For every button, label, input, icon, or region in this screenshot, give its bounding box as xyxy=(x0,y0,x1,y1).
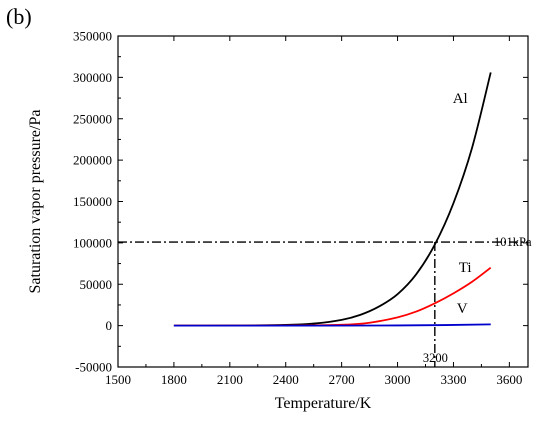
x-axis-title: Temperature/K xyxy=(275,395,372,412)
series-line-al xyxy=(173,72,492,327)
y-axis-title: Saturation vapor pressure/Pa xyxy=(27,110,44,294)
panel-label: (b) xyxy=(6,4,32,29)
x-tick-label: 1500 xyxy=(105,372,131,387)
x-tick-label: 2700 xyxy=(329,372,355,387)
reference-label-3200: 3200 xyxy=(423,351,448,365)
x-tick-label: 3600 xyxy=(496,372,522,387)
series-label-v: V xyxy=(457,301,468,317)
y-tick-label: 150000 xyxy=(73,194,112,209)
y-tick-label: 100000 xyxy=(73,235,112,250)
series-line-v xyxy=(173,323,491,327)
series-line-ti xyxy=(173,266,492,327)
y-tick-label: 0 xyxy=(106,318,113,333)
x-tick-label: 2400 xyxy=(273,372,299,387)
plot-frame xyxy=(117,35,529,368)
x-tick-label: 3000 xyxy=(385,372,411,387)
x-axis-ticks: 1500 1800 2100 2400 2700 3000 3300 3600 xyxy=(105,36,522,387)
y-tick-label: 300000 xyxy=(73,70,112,85)
y-tick-label: 350000 xyxy=(73,29,112,44)
series-label-al: Al xyxy=(453,91,468,107)
y-axis-ticks: -50000 0 50000 100000 150000 200000 250000 3000… xyxy=(73,29,528,375)
y-tick-label: 250000 xyxy=(73,111,112,126)
y-tick-label: 200000 xyxy=(73,153,112,168)
x-tick-label: 2100 xyxy=(217,372,243,387)
series-label-ti: Ti xyxy=(459,260,472,276)
x-tick-label: 3300 xyxy=(440,372,466,387)
reference-label-101kpa: 101kPa xyxy=(494,235,532,249)
x-tick-label: 1800 xyxy=(161,372,187,387)
y-tick-label: -50000 xyxy=(75,360,112,375)
y-tick-label: 50000 xyxy=(80,277,113,292)
series-group: Al Ti V xyxy=(173,72,492,327)
